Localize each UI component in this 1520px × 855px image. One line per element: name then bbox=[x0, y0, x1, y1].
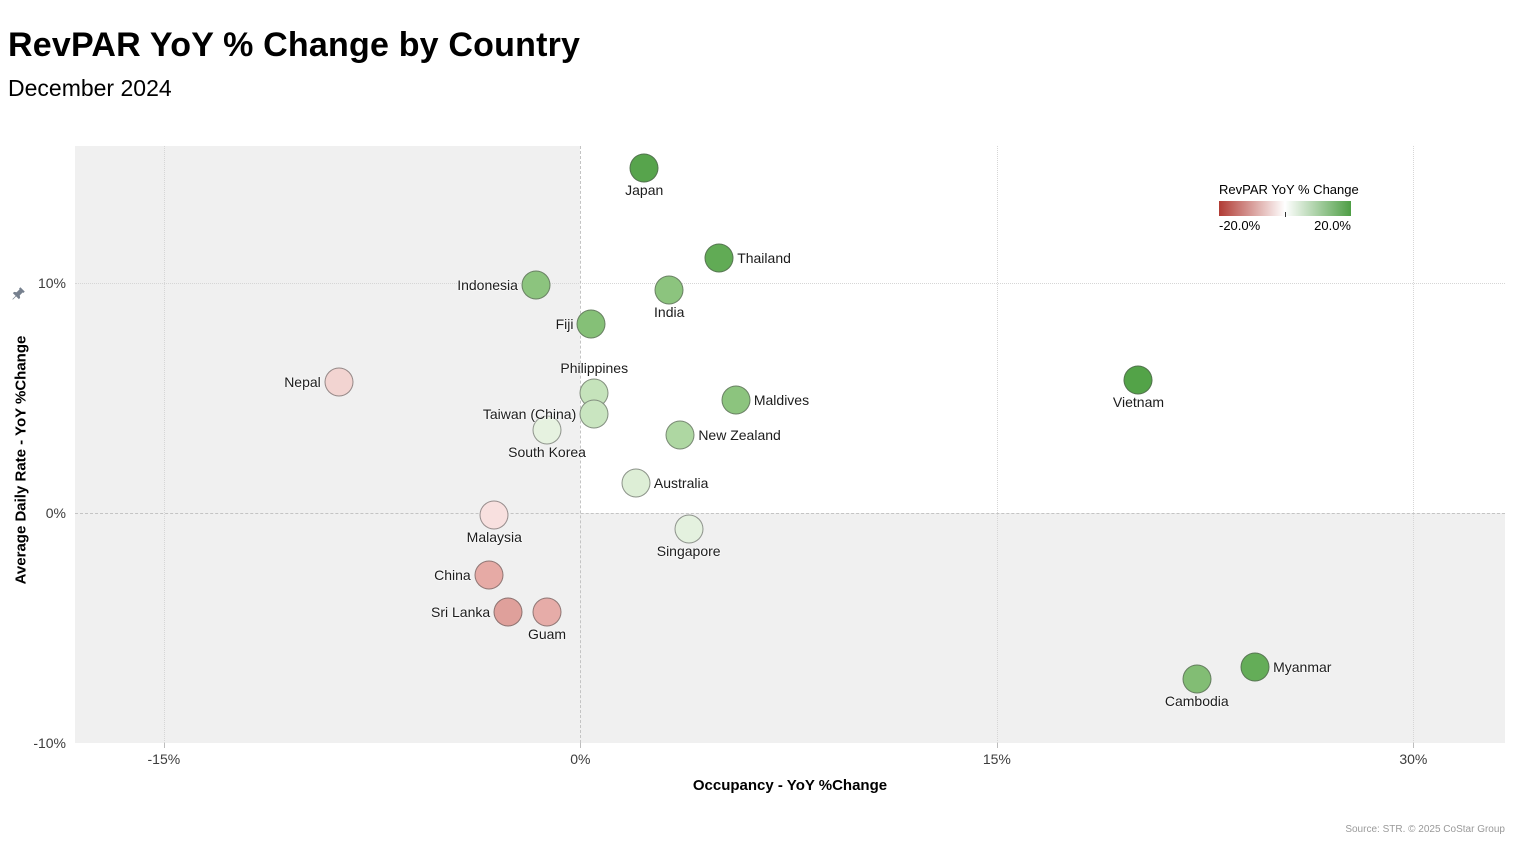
data-point-guam[interactable] bbox=[532, 597, 562, 627]
data-point-maldives[interactable] bbox=[721, 385, 751, 415]
point-label-fiji: Fiji bbox=[555, 316, 574, 333]
point-label-china: China bbox=[434, 567, 471, 584]
data-point-malaysia[interactable] bbox=[479, 500, 509, 530]
legend-max-label: 20.0% bbox=[1314, 218, 1351, 233]
x-tickmark-0 bbox=[580, 743, 582, 748]
legend-midpoint-tick bbox=[1285, 212, 1286, 217]
gridline-x-0 bbox=[580, 146, 582, 743]
x-axis-title: Occupancy - YoY %Change bbox=[692, 777, 888, 794]
point-label-indonesia: Indonesia bbox=[457, 277, 518, 294]
point-label-sri-lanka: Sri Lanka bbox=[431, 603, 491, 620]
gridline-x-15 bbox=[163, 146, 165, 743]
x-axis: -15% 0% 15% 30% bbox=[75, 743, 1505, 773]
point-label-singapore: Singapore bbox=[656, 543, 721, 560]
x-tick-label-30: 30% bbox=[1399, 751, 1428, 767]
data-point-singapore[interactable] bbox=[674, 514, 704, 544]
data-point-australia[interactable] bbox=[621, 468, 651, 498]
point-label-south-korea: South Korea bbox=[508, 444, 586, 461]
data-point-myanmar[interactable] bbox=[1240, 652, 1270, 682]
legend-title: RevPAR YoY % Change bbox=[1219, 182, 1359, 197]
point-label-maldives: Maldives bbox=[753, 392, 810, 409]
page-title: RevPAR YoY % Change by Country bbox=[8, 26, 581, 64]
data-point-new-zealand[interactable] bbox=[665, 420, 695, 450]
point-label-new-zealand: New Zealand bbox=[698, 426, 781, 443]
gridline-y-0 bbox=[75, 512, 1505, 514]
y-tick-label-10: -10% bbox=[33, 735, 66, 751]
data-point-taiwan-china[interactable] bbox=[579, 399, 609, 429]
color-legend: RevPAR YoY % Change -20.0% 20.0% bbox=[1219, 182, 1359, 233]
point-label-malaysia: Malaysia bbox=[466, 529, 522, 546]
legend-min-label: -20.0% bbox=[1219, 218, 1261, 233]
point-label-nepal: Nepal bbox=[284, 373, 321, 390]
pinned-axis-icon bbox=[11, 286, 26, 301]
data-point-south-korea[interactable] bbox=[532, 415, 562, 445]
gridline-x-30 bbox=[1413, 146, 1415, 743]
point-label-taiwan-china: Taiwan (China) bbox=[482, 406, 577, 423]
x-tickmark-15 bbox=[996, 743, 998, 748]
plot-area: Japan Thailand India Indonesia Fiji Nepal Phil… bbox=[75, 146, 1505, 743]
y-axis: -10% 0% 10% bbox=[0, 146, 66, 751]
quadrant-shade-top-left bbox=[75, 146, 581, 513]
point-label-vietnam: Vietnam bbox=[1112, 393, 1165, 410]
legend-gradient bbox=[1219, 201, 1351, 217]
data-point-nepal[interactable] bbox=[324, 367, 354, 397]
point-label-japan: Japan bbox=[625, 181, 664, 198]
data-point-fiji[interactable] bbox=[576, 309, 606, 339]
x-tickmark-30 bbox=[1413, 743, 1415, 748]
data-point-sri-lanka[interactable] bbox=[493, 597, 523, 627]
point-label-cambodia: Cambodia bbox=[1164, 692, 1229, 709]
point-label-thailand: Thailand bbox=[737, 249, 791, 266]
page-subtitle: December 2024 bbox=[8, 75, 172, 101]
gridline-x-15 bbox=[996, 146, 998, 743]
x-tick-label-0: 0% bbox=[570, 751, 591, 767]
data-point-vietnam[interactable] bbox=[1123, 365, 1153, 394]
quadrant-shade-bottom bbox=[75, 512, 1505, 743]
source-note: Source: STR. © 2025 CoStar Group bbox=[1345, 824, 1505, 835]
y-tick-label-0: 0% bbox=[45, 504, 66, 521]
y-axis-title: Average Daily Rate - YoY %Change bbox=[12, 335, 30, 585]
gridline-y-10 bbox=[75, 282, 1505, 284]
data-point-china[interactable] bbox=[474, 560, 504, 590]
data-point-japan[interactable] bbox=[629, 153, 659, 183]
y-tick-label-10: 10% bbox=[37, 274, 66, 291]
data-point-indonesia[interactable] bbox=[521, 270, 551, 300]
x-tickmark-15 bbox=[163, 743, 165, 748]
point-label-myanmar: Myanmar bbox=[1273, 659, 1332, 676]
data-point-cambodia[interactable] bbox=[1182, 664, 1212, 694]
point-label-guam: Guam bbox=[527, 625, 567, 642]
data-point-india[interactable] bbox=[654, 275, 684, 305]
data-point-thailand[interactable] bbox=[704, 243, 734, 273]
point-label-australia: Australia bbox=[653, 475, 709, 492]
point-label-india: India bbox=[654, 303, 685, 320]
x-tick-label-15: 15% bbox=[982, 751, 1011, 767]
point-label-philippines: Philippines bbox=[560, 360, 629, 377]
x-tick-label-15: -15% bbox=[147, 751, 181, 767]
